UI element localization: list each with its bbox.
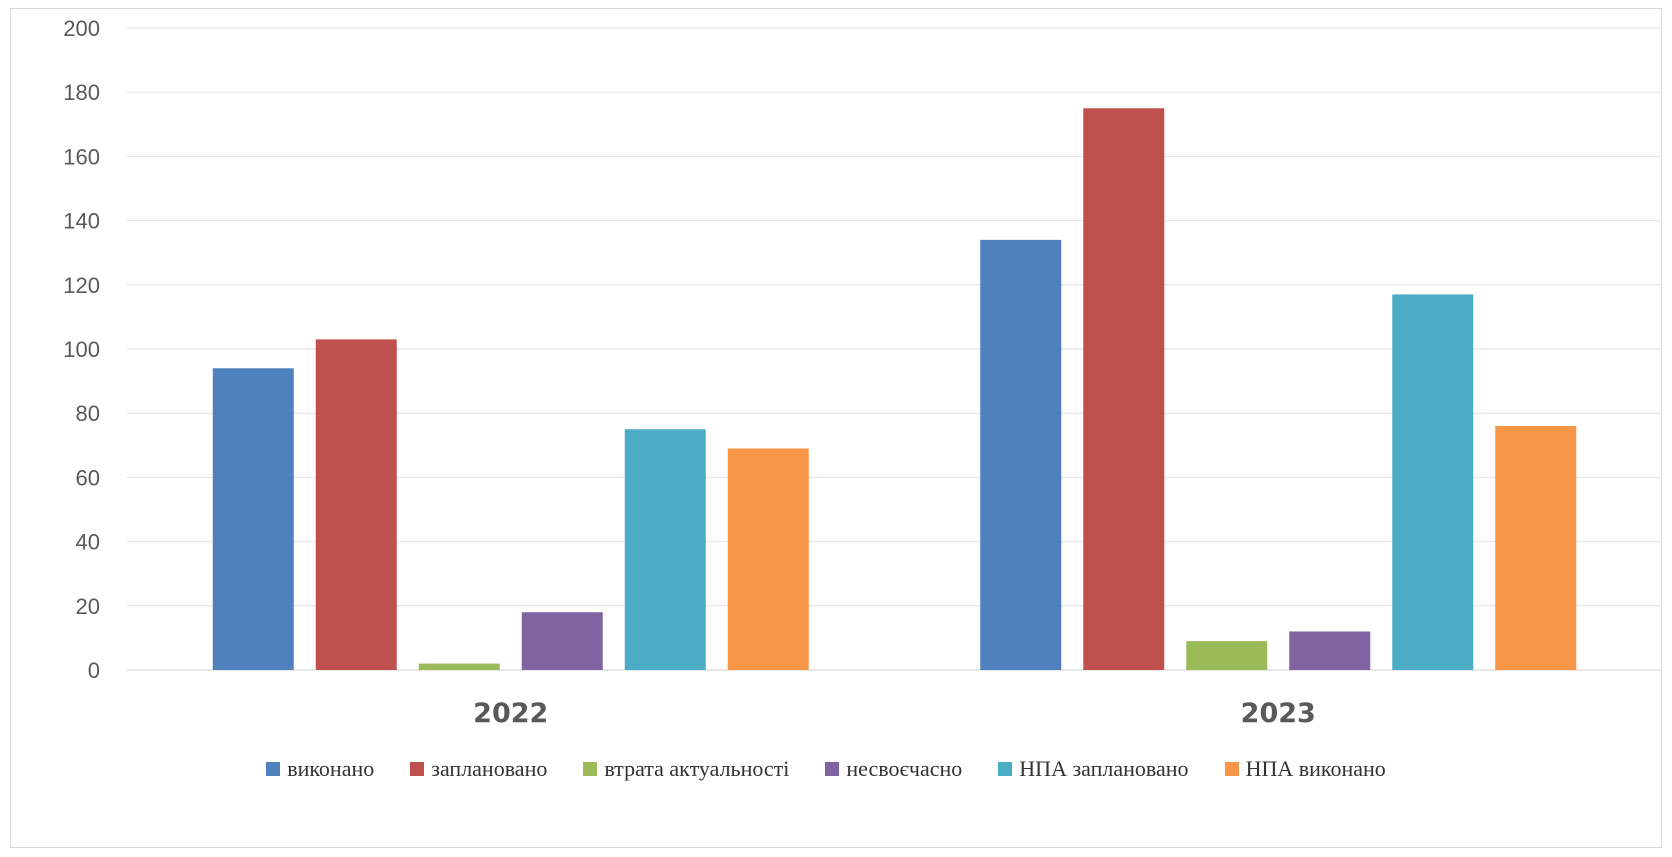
legend-label: втрата актуальності xyxy=(604,756,790,781)
bar xyxy=(315,339,397,670)
bar xyxy=(418,663,500,670)
bar xyxy=(980,239,1062,671)
legend-label: НПА заплановано xyxy=(1019,756,1189,781)
y-tick-label: 80 xyxy=(76,401,100,426)
legend-swatch xyxy=(825,762,840,776)
legend-item-npa-zaplanovano: НПА заплановано xyxy=(998,756,1189,782)
y-tick-label: 160 xyxy=(63,144,100,169)
bar xyxy=(521,612,603,670)
legend-swatch xyxy=(266,762,281,776)
chart-legend: виконано заплановано втрата актуальності… xyxy=(0,756,1652,782)
y-tick-label: 180 xyxy=(63,80,100,105)
y-tick-label: 60 xyxy=(76,465,100,490)
bar xyxy=(624,429,706,670)
legend-label: НПА виконано xyxy=(1245,756,1386,781)
y-tick-label: 200 xyxy=(63,16,100,41)
bar xyxy=(1083,108,1165,670)
y-tick-label: 140 xyxy=(63,209,100,234)
y-tick-label: 40 xyxy=(76,530,100,555)
bar xyxy=(1495,426,1577,670)
y-tick-label: 20 xyxy=(76,594,100,619)
legend-label: заплановано xyxy=(431,756,548,781)
legend-item-npa-vykonano: НПА виконано xyxy=(1224,756,1386,782)
y-tick-label: 0 xyxy=(88,658,100,683)
legend-item-zaplanovano: заплановано xyxy=(410,756,547,782)
legend-item-vykonano: виконано xyxy=(266,756,374,782)
legend-swatch xyxy=(410,762,425,776)
legend-item-vtrata: втрата актуальності xyxy=(583,756,789,782)
bar xyxy=(1392,294,1474,670)
legend-swatch xyxy=(1224,762,1239,776)
legend-swatch xyxy=(583,762,598,776)
bar xyxy=(1289,631,1371,670)
bar xyxy=(212,368,294,670)
bar xyxy=(727,448,809,670)
legend-label: несвоєчасно xyxy=(846,756,963,781)
bar xyxy=(1186,641,1268,670)
y-tick-label: 100 xyxy=(63,337,100,362)
legend-label: виконано xyxy=(287,756,375,781)
x-category-label: 2023 xyxy=(1241,698,1316,729)
legend-swatch xyxy=(998,762,1013,776)
y-tick-label: 120 xyxy=(63,273,100,298)
x-category-label: 2022 xyxy=(473,698,548,729)
legend-item-nesvoechasno: несвоєчасно xyxy=(825,756,962,782)
